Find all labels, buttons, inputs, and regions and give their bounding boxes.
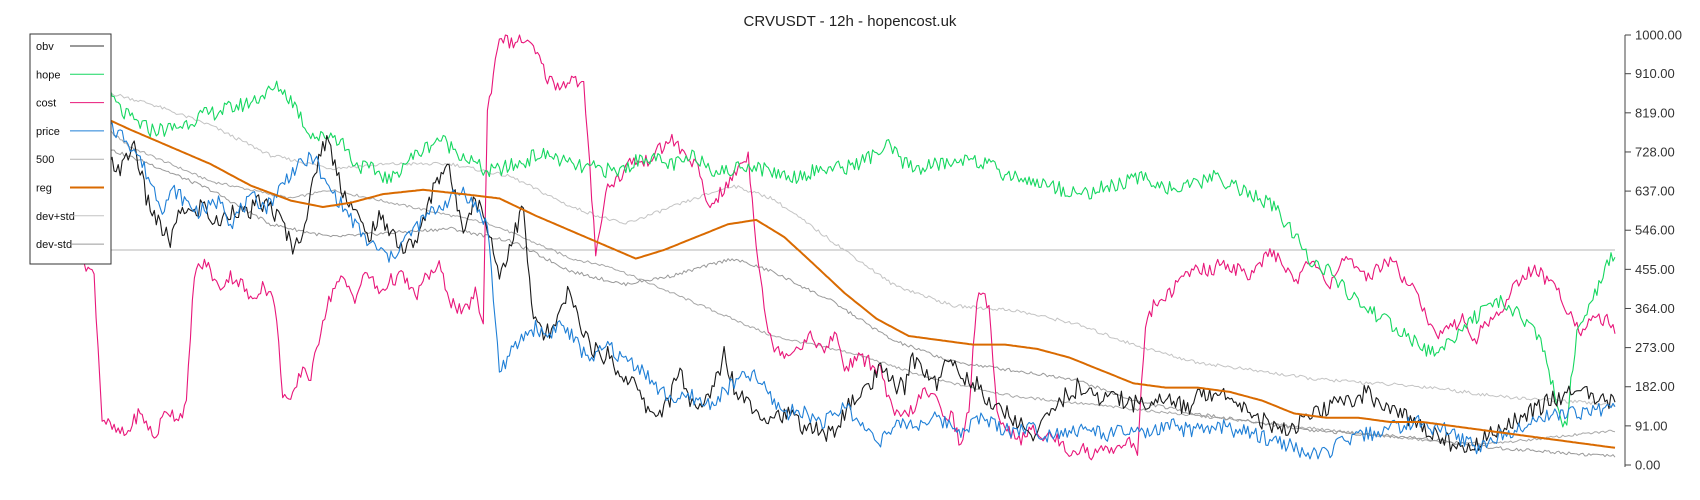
y-tick-label: 455.00 bbox=[1635, 262, 1675, 277]
legend: obv hope cost price 500 reg dev+std dev-std bbox=[29, 33, 112, 265]
series-line-reg bbox=[101, 115, 1616, 449]
y-tick-label: 546.00 bbox=[1635, 223, 1675, 238]
y-tick-label: 819.00 bbox=[1635, 105, 1675, 120]
plot-area bbox=[69, 34, 1616, 461]
legend-label: reg bbox=[36, 183, 52, 195]
y-tick-label: 728.00 bbox=[1635, 144, 1675, 159]
y-tick-label: 1000.00 bbox=[1635, 28, 1682, 43]
legend-label: 500 bbox=[36, 154, 54, 166]
legend-label: obv bbox=[36, 41, 54, 53]
y-tick-label: 364.00 bbox=[1635, 301, 1675, 316]
series-line-cost bbox=[69, 34, 1616, 461]
y-tick-label: 637.00 bbox=[1635, 184, 1675, 199]
series-line-dev-std bbox=[101, 88, 1616, 407]
y-tick-label: 0.00 bbox=[1635, 458, 1660, 473]
legend-label: cost bbox=[36, 98, 56, 110]
series-line-dev-std bbox=[101, 146, 1616, 458]
legend-label: hope bbox=[36, 69, 60, 81]
series-line-price bbox=[69, 100, 1616, 460]
legend-label: dev-std bbox=[36, 239, 72, 251]
legend-box bbox=[29, 33, 112, 265]
y-tick-label: 910.00 bbox=[1635, 66, 1675, 81]
legend-label: dev+std bbox=[36, 211, 75, 223]
y-axis: 0.00 91.00 182.00 273.00 364.00 455.00 546.00 6… bbox=[1624, 28, 1682, 473]
chart-title: CRVUSDT - 12h - hopencost.uk bbox=[744, 13, 957, 30]
legend-label: price bbox=[36, 126, 60, 138]
series-line-500 bbox=[69, 125, 1616, 446]
y-tick-label: 91.00 bbox=[1635, 418, 1668, 433]
series-line-obv bbox=[69, 134, 1616, 453]
y-tick-label: 273.00 bbox=[1635, 340, 1675, 355]
y-tick-label: 182.00 bbox=[1635, 379, 1675, 394]
